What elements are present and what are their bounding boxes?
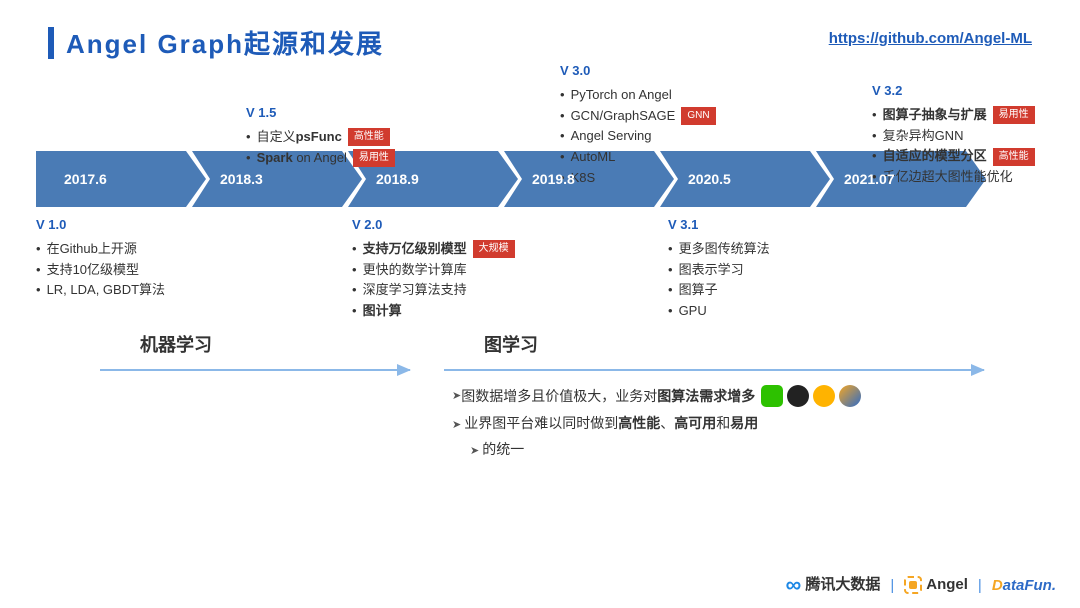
qq-icon — [787, 385, 809, 407]
feature-item: 图算子抽象与扩展易用性 — [872, 105, 1035, 126]
music-icon — [813, 385, 835, 407]
version-label: V 1.0 — [36, 215, 165, 236]
separator: | — [890, 577, 894, 594]
feature-item: 深度学习算法支持 — [352, 280, 515, 301]
app-icons — [761, 385, 861, 407]
version-label: V 3.1 — [668, 215, 770, 236]
feature-item: 更多图传统算法 — [668, 239, 770, 260]
game-icon — [839, 385, 861, 407]
version-label: V 3.0 — [560, 61, 716, 82]
timeline: 2017.62018.32018.92019.82020.52021.07 — [48, 151, 1032, 207]
version-2-0: V 2.0 支持万亿级别模型大规模 更快的数学计算库 深度学习算法支持 图计算 — [352, 215, 515, 322]
header: Angel Graph起源和发展 https://github.com/Ange… — [48, 24, 1032, 61]
timeline-chevron: 2021.07 — [816, 151, 986, 207]
feature-item: 支持10亿级模型 — [36, 260, 165, 281]
timeline-chevron: 2017.6 — [36, 151, 206, 207]
version-label: V 1.5 — [246, 103, 395, 124]
version-3-1: V 3.1 更多图传统算法 图表示学习 图算子 GPU — [668, 215, 770, 322]
feature-item: PyTorch on Angel — [560, 85, 716, 106]
feature-item: 复杂异构GNN — [872, 126, 1035, 147]
timeline-chevron: 2019.8 — [504, 151, 674, 207]
slide-root: Angel Graph起源和发展 https://github.com/Ange… — [0, 0, 1080, 481]
wechat-icon — [761, 385, 783, 407]
feature-item: 图表示学习 — [668, 260, 770, 281]
point-item: 图数据增多且价值极大，业务对图算法需求增多 — [452, 383, 1012, 410]
feature-item: 图计算 — [352, 301, 515, 322]
version-label: V 2.0 — [352, 215, 515, 236]
tag-badge: 易用性 — [993, 106, 1035, 124]
timeline-chevron: 2018.3 — [192, 151, 362, 207]
feature-item: GPU — [668, 301, 770, 322]
point-item-cont: 的统一 — [470, 436, 1012, 463]
tag-badge: GNN — [681, 107, 715, 125]
section-ml-title: 机器学习 — [140, 331, 212, 357]
tag-badge: 高性能 — [348, 128, 390, 146]
angel-logo: Angel — [904, 576, 968, 594]
feature-item: 自定义psFunc高性能 — [246, 127, 395, 148]
feature-item: LR, LDA, GBDT算法 — [36, 280, 165, 301]
github-link[interactable]: https://github.com/Angel-ML — [829, 30, 1032, 47]
gl-arrow — [444, 369, 984, 371]
feature-item: GCN/GraphSAGEGNN — [560, 106, 716, 127]
timeline-chevron: 2020.5 — [660, 151, 830, 207]
feature-item: Angel Serving — [560, 126, 716, 147]
version-label: V 3.2 — [872, 81, 1035, 102]
datafun-logo: DataFun. — [992, 577, 1056, 594]
title-wrap: Angel Graph起源和发展 — [48, 24, 384, 61]
feature-item: 支持万亿级别模型大规模 — [352, 239, 515, 260]
tag-badge: 大规模 — [473, 240, 515, 258]
tencent-bigdata-logo: ∞ 腾讯大数据 — [785, 572, 880, 598]
point-item: 业界图平台难以同时做到高性能、高可用和易用 — [452, 410, 1012, 437]
feature-item: 图算子 — [668, 280, 770, 301]
ml-arrow — [100, 369, 410, 371]
feature-item: 更快的数学计算库 — [352, 260, 515, 281]
version-1-0: V 1.0 在Github上开源 支持10亿级模型 LR, LDA, GBDT算… — [36, 215, 165, 301]
section-gl-title: 图学习 — [484, 331, 538, 357]
feature-item: 在Github上开源 — [36, 239, 165, 260]
separator: | — [978, 577, 982, 594]
title-accent-bar — [48, 27, 54, 59]
footer-logos: ∞ 腾讯大数据 | Angel | DataFun. — [785, 572, 1056, 598]
page-title: Angel Graph起源和发展 — [66, 24, 384, 61]
timeline-chevron: 2018.9 — [348, 151, 518, 207]
gl-points: 图数据增多且价值极大，业务对图算法需求增多 业界图平台难以同时做到高性能、高可用… — [452, 383, 1012, 463]
